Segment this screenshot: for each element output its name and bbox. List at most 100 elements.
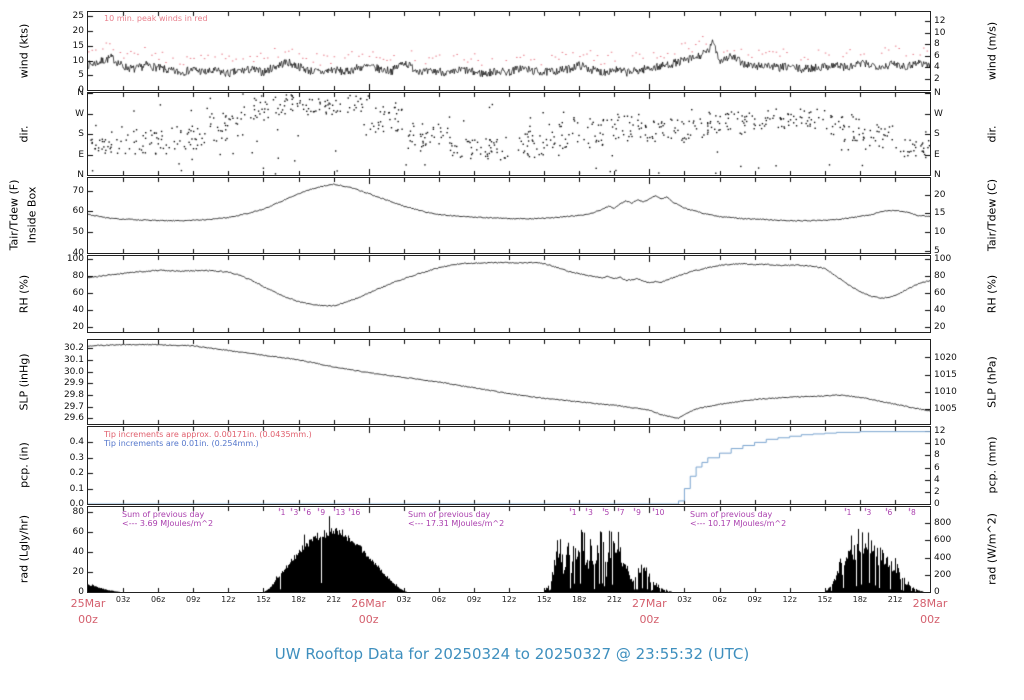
x-tick-label: 15z bbox=[536, 595, 552, 604]
panel-pcp bbox=[87, 426, 931, 505]
y-tick-label-right-rh: 20 bbox=[934, 321, 946, 332]
x-tick-label: 03z bbox=[396, 595, 411, 604]
panel-slp bbox=[87, 339, 931, 425]
y-tick-label-right-pcp: 4 bbox=[934, 474, 940, 485]
rad-day-sum-count: 6 bbox=[887, 508, 893, 517]
y-tick-label-right-temp: 15 bbox=[934, 208, 946, 219]
y-tick-label-left-wind: 20 bbox=[72, 26, 84, 37]
rad-day-sum-count: 7 bbox=[619, 508, 625, 517]
y-tick-label-left-temp: 40 bbox=[72, 248, 84, 258]
y-tick-label-left-slp: 30.0 bbox=[63, 366, 84, 377]
panel-wind bbox=[87, 11, 931, 91]
y-tick-label-left-slp: 30.2 bbox=[63, 343, 84, 354]
x-tick-label: 09z bbox=[466, 595, 482, 604]
y-tick-label-right-wind: 4 bbox=[934, 62, 940, 73]
y-tick-label-left-rh: 100 bbox=[66, 254, 84, 265]
y-tick-label-right-rad: 800 bbox=[934, 518, 952, 529]
y-tick-label-right-pcp: 10 bbox=[934, 438, 946, 449]
slp-hpa-axis-label: SLP (hPa) bbox=[985, 356, 999, 408]
rad-lgly-axis-label: rad (Lgly/hr) bbox=[17, 514, 31, 584]
y-tick-label-left-rad: 60 bbox=[72, 527, 84, 537]
y-tick-label-right-slp: 1005 bbox=[934, 404, 957, 415]
x-tick-label: 21z bbox=[887, 595, 903, 604]
rh-left-axis-label: RH (%) bbox=[17, 274, 31, 314]
y-tick-label-left-pcp: 0.3 bbox=[69, 452, 84, 463]
x-day-hour-label: 00z bbox=[639, 613, 660, 626]
humidity-plot-canvas bbox=[88, 256, 930, 332]
wind-plot-canvas bbox=[88, 12, 930, 90]
precipitation-plot-canvas bbox=[88, 427, 930, 504]
panel-temp bbox=[87, 177, 931, 254]
y-tick-label-right-wind: 6 bbox=[934, 50, 940, 61]
x-tick-label: 09z bbox=[747, 595, 762, 604]
rad-day-sum-count: 9 bbox=[636, 508, 641, 517]
y-tick-label-left-dir: N bbox=[77, 88, 84, 98]
y-tick-label-left-dir: S bbox=[78, 129, 84, 139]
y-tick-label-right-pcp: 6 bbox=[934, 462, 940, 473]
rad-day-sum-count: 8 bbox=[910, 508, 916, 517]
rad-sum-value-2: <--- 17.31 MJoules/m^2 bbox=[408, 519, 505, 528]
x-day-hour-label: 00z bbox=[78, 613, 98, 626]
rad-day-sum-count: 13 bbox=[335, 508, 346, 517]
y-tick-label-left-rad: 80 bbox=[72, 507, 84, 517]
y-tick-label-left-rh: 20 bbox=[72, 321, 84, 332]
x-day-hour-label: 00z bbox=[358, 613, 379, 626]
y-tick-label-left-dir: E bbox=[78, 149, 84, 160]
x-tick-label: 18z bbox=[852, 595, 868, 604]
x-day-label: 26Mar bbox=[351, 597, 387, 610]
y-tick-label-left-rad: 20 bbox=[72, 567, 84, 577]
y-tick-label-left-slp: 29.6 bbox=[63, 413, 84, 424]
dir-left-axis-label: dir. bbox=[17, 125, 31, 143]
y-tick-label-left-slp: 30.1 bbox=[63, 354, 84, 365]
rad-day-sum-count: 16 bbox=[350, 508, 361, 517]
tip-increment-note-red: Tip increments are approx. 0.00171in. (0… bbox=[104, 430, 312, 439]
y-tick-label-left-wind: 0 bbox=[78, 85, 84, 95]
y-tick-label-left-temp: 70 bbox=[72, 185, 84, 196]
x-tick-label: 12z bbox=[221, 595, 236, 604]
panel-dir bbox=[87, 92, 931, 176]
pressure-plot-canvas bbox=[88, 340, 930, 424]
y-tick-label-left-rad: 0 bbox=[78, 587, 84, 597]
x-day-label: 27Mar bbox=[631, 597, 667, 610]
x-tick-label: 06z bbox=[150, 595, 166, 604]
y-tick-label-left-dir: N bbox=[77, 170, 84, 180]
x-tick-label: 12z bbox=[501, 595, 517, 604]
y-tick-label-right-slp: 1015 bbox=[934, 369, 957, 380]
y-tick-label-left-temp: 60 bbox=[72, 206, 84, 217]
x-tick-label: 09z bbox=[186, 595, 201, 604]
temp-f-axis-label: Tair/Tdew (F) bbox=[7, 179, 21, 251]
y-tick-label-left-slp: 29.9 bbox=[63, 378, 84, 389]
y-tick-label-left-rh: 40 bbox=[72, 305, 84, 316]
y-tick-label-right-rad: 0 bbox=[934, 587, 940, 597]
y-tick-label-right-wind: 12 bbox=[934, 16, 946, 27]
y-tick-label-right-dir: N bbox=[934, 170, 941, 180]
x-day-hour-label: 00z bbox=[920, 613, 940, 626]
x-day-label: 28Mar bbox=[912, 597, 948, 610]
y-tick-label-right-slp: 1010 bbox=[934, 386, 957, 397]
y-tick-label-right-rh: 100 bbox=[934, 254, 952, 265]
y-tick-label-left-rh: 80 bbox=[72, 271, 84, 282]
rad-day-sum-count: 3 bbox=[866, 508, 872, 517]
y-tick-label-left-slp: 29.8 bbox=[63, 389, 84, 400]
rad-day-sum-count: 9 bbox=[320, 508, 326, 517]
y-tick-label-right-wind: 10 bbox=[934, 27, 946, 38]
rad-day-sum-count: 3 bbox=[588, 508, 593, 517]
y-tick-label-left-pcp: 0.4 bbox=[69, 437, 84, 448]
y-tick-label-left-slp: 29.7 bbox=[63, 401, 84, 412]
y-tick-label-right-pcp: 2 bbox=[934, 486, 940, 497]
x-tick-label: 21z bbox=[326, 595, 341, 604]
panel-rh bbox=[87, 255, 931, 333]
rad-day-sum-count: 6 bbox=[306, 508, 312, 517]
tip-increment-note-blue: Tip increments are 0.01in. (0.254mm.) bbox=[104, 439, 259, 448]
slp-inhg-axis-label: SLP (inHg) bbox=[17, 353, 31, 411]
y-tick-label-right-temp: 10 bbox=[934, 227, 946, 238]
y-tick-label-right-dir: W bbox=[934, 108, 943, 119]
y-tick-label-left-wind: 10 bbox=[72, 55, 84, 66]
y-tick-label-right-wind: 2 bbox=[934, 73, 940, 84]
rad-day-sum-count: 5 bbox=[604, 508, 610, 517]
wind-ms-axis-label: wind (m/s) bbox=[985, 21, 999, 81]
y-tick-label-right-dir: E bbox=[934, 149, 940, 160]
rad-sum-label-2: Sum of previous day bbox=[408, 510, 491, 519]
temperature-plot-canvas bbox=[88, 178, 930, 253]
x-tick-label: 03z bbox=[677, 595, 692, 604]
